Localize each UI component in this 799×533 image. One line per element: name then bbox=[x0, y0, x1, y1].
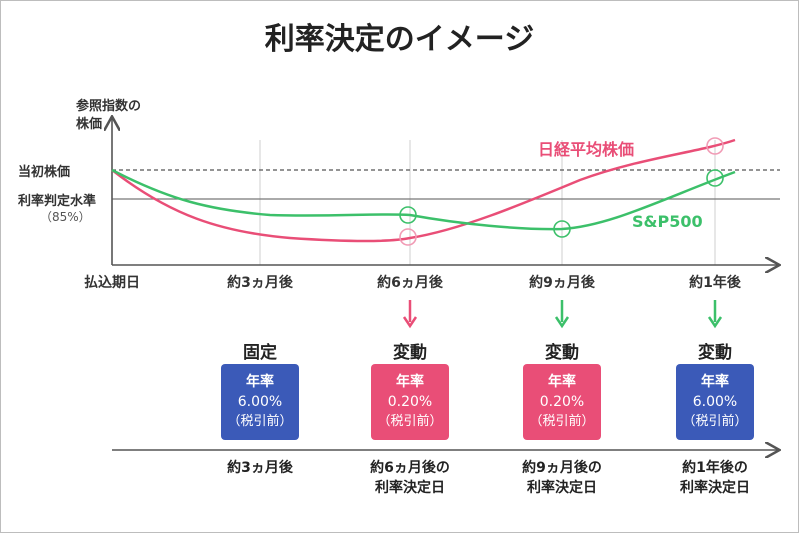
decision-line2: 利率決定日 bbox=[680, 480, 750, 496]
x-tick-6m: 約6ヵ月後 bbox=[377, 275, 443, 291]
rate-note: （税引前） bbox=[529, 414, 595, 429]
x-tick-start: 払込期日 bbox=[84, 275, 140, 291]
nikkei-marker-6m bbox=[399, 228, 417, 246]
down-arrow-9m bbox=[554, 300, 570, 329]
sp500-line bbox=[111, 168, 736, 231]
threshold-sub-label: （85%） bbox=[40, 210, 91, 224]
x-tick-3m: 約3ヵ月後 bbox=[227, 275, 293, 291]
rate-note: （税引前） bbox=[377, 414, 443, 429]
rate-type-3m: 固定 bbox=[243, 343, 277, 363]
y-axis-label: 参照指数の 株価 bbox=[76, 98, 141, 134]
nikkei-marker-1y bbox=[706, 137, 724, 155]
rate-box-9m: 年率 0.20% （税引前） bbox=[523, 364, 601, 440]
nikkei-line bbox=[111, 138, 736, 243]
rate-type-6m: 変動 bbox=[393, 343, 427, 363]
decision-date-9m: 約9ヵ月後の 利率決定日 bbox=[522, 458, 602, 498]
y-axis-label-line2: 株価 bbox=[76, 117, 103, 132]
y-axis-label-line1: 参照指数の bbox=[76, 99, 142, 114]
sp500-marker-6m bbox=[399, 206, 417, 224]
decision-date-3m: 約3ヵ月後 bbox=[227, 458, 293, 478]
rate-label: 年率 bbox=[396, 374, 424, 390]
decision-line1: 約6ヵ月後の bbox=[370, 460, 450, 476]
series-label-sp500: S&P500 bbox=[632, 212, 703, 231]
rate-type-1y: 変動 bbox=[698, 343, 732, 363]
x-tick-1y: 約1年後 bbox=[689, 275, 741, 291]
rate-box-3m: 年率 6.00% （税引前） bbox=[221, 364, 299, 440]
series-label-nikkei: 日経平均株価 bbox=[538, 140, 635, 159]
rate-label: 年率 bbox=[548, 374, 576, 390]
rate-box-6m: 年率 0.20% （税引前） bbox=[371, 364, 449, 440]
rate-note: （税引前） bbox=[227, 414, 293, 429]
rate-note: （税引前） bbox=[682, 414, 748, 429]
decision-line2: 利率決定日 bbox=[527, 480, 597, 496]
rate-value: 0.20% bbox=[387, 394, 433, 410]
rate-value: 6.00% bbox=[692, 394, 738, 410]
sp500-marker-1y bbox=[706, 169, 724, 187]
down-arrow-1y bbox=[707, 300, 723, 329]
x-tick-9m: 約9ヵ月後 bbox=[529, 275, 595, 291]
rate-box-1y: 年率 6.00% （税引前） bbox=[676, 364, 754, 440]
decision-date-1y: 約1年後の 利率決定日 bbox=[680, 458, 750, 498]
decision-line1: 約3ヵ月後 bbox=[227, 460, 293, 476]
initial-price-label: 当初株価 bbox=[18, 165, 71, 180]
rate-label: 年率 bbox=[246, 374, 274, 390]
down-arrow-6m bbox=[402, 300, 418, 329]
rate-type-9m: 変動 bbox=[545, 343, 579, 363]
decision-date-6m: 約6ヵ月後の 利率決定日 bbox=[370, 458, 450, 498]
page-title: 利率決定のイメージ bbox=[264, 22, 535, 57]
threshold-label: 利率判定水準 bbox=[18, 194, 97, 209]
rate-label: 年率 bbox=[701, 374, 729, 390]
decision-line1: 約9ヵ月後の bbox=[522, 460, 602, 476]
rate-value: 0.20% bbox=[539, 394, 585, 410]
sp500-marker-9m bbox=[553, 220, 571, 238]
decision-line1: 約1年後の bbox=[682, 460, 748, 476]
decision-line2: 利率決定日 bbox=[375, 480, 445, 496]
rate-value: 6.00% bbox=[237, 394, 283, 410]
